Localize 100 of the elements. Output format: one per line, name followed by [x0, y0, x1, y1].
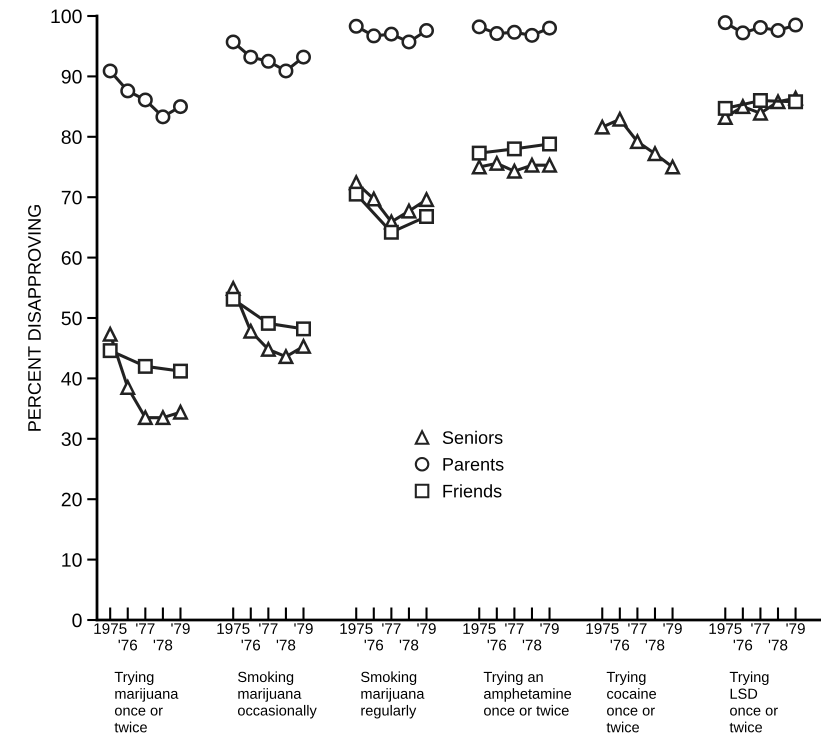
point	[401, 34, 416, 50]
y-tick-label: 90	[62, 70, 82, 84]
x-tick-label: '76	[488, 640, 506, 650]
point	[524, 28, 540, 43]
y-tick-label: 50	[62, 311, 82, 326]
x-tick-label: 1975	[94, 623, 127, 634]
x-tick-label: '76	[610, 640, 630, 650]
text: Smoking marijuana occasionally	[238, 671, 317, 719]
x-tick-label: '77	[136, 623, 155, 634]
x-tick-label: '79	[171, 623, 190, 634]
point	[506, 141, 522, 156]
point	[102, 326, 118, 342]
legend-label: Friends	[443, 484, 502, 498]
point	[788, 18, 804, 33]
x-tick-label: '76	[364, 640, 384, 650]
text: Trying an amphetamine once or twice	[484, 671, 572, 716]
x-tick-label: '79	[786, 623, 805, 634]
point	[155, 109, 170, 124]
point	[138, 92, 153, 108]
y-axis-title: PERCENT DISAPPROVING	[28, 205, 41, 431]
legend-label: Parents	[443, 458, 504, 471]
point	[489, 26, 504, 42]
point	[348, 186, 364, 202]
point	[243, 50, 258, 65]
x-tick-label: 1975	[217, 623, 250, 634]
point	[260, 316, 276, 331]
y-tick-label: 30	[62, 432, 82, 446]
point	[472, 146, 487, 161]
x-tick-label: '79	[663, 623, 682, 634]
point	[296, 338, 311, 354]
x-tick-label: '76	[242, 640, 260, 650]
x-tick-label: 1975	[340, 623, 373, 634]
x-tick-label: 1975	[709, 623, 742, 634]
point	[120, 83, 136, 98]
point	[296, 50, 311, 65]
point	[401, 204, 416, 219]
point	[735, 25, 750, 40]
point	[172, 404, 188, 420]
x-tick-label: '77	[628, 623, 647, 634]
point	[243, 324, 258, 339]
point	[419, 192, 434, 208]
point	[506, 164, 522, 179]
x-tick-label: 1975	[586, 623, 619, 634]
point	[542, 136, 558, 152]
point	[612, 112, 628, 127]
point	[172, 364, 188, 379]
point	[366, 192, 382, 207]
point	[138, 410, 153, 426]
y-tick-label: 0	[72, 613, 82, 628]
point	[278, 349, 294, 364]
x-tick-label: '78	[522, 640, 542, 650]
x-tick-label: '78	[646, 640, 664, 650]
x-tick-label: '76	[734, 640, 752, 650]
point	[102, 343, 118, 358]
point	[542, 20, 558, 36]
x-tick-label: '79	[294, 623, 313, 634]
point	[348, 18, 364, 34]
point	[260, 342, 276, 357]
point	[472, 19, 487, 34]
point	[472, 160, 487, 174]
point	[384, 224, 399, 240]
point	[155, 410, 170, 426]
y-tick-label: 60	[62, 251, 82, 265]
point	[366, 28, 382, 44]
point	[260, 54, 276, 69]
point	[647, 146, 662, 162]
x-tick-label: '79	[417, 623, 436, 634]
point	[752, 93, 768, 108]
x-tick-label: '76	[118, 640, 138, 650]
y-tick-label: 10	[62, 553, 82, 567]
point	[506, 24, 522, 40]
point	[788, 94, 804, 110]
point	[120, 380, 136, 395]
point	[665, 160, 680, 174]
text: Smoking marijuana regularly	[361, 671, 424, 719]
text: Trying LSD once or twice	[730, 671, 778, 732]
text: Trying marijuana once or twice	[114, 671, 178, 732]
point	[172, 99, 188, 114]
x-tick-label: '79	[540, 623, 559, 634]
y-tick-label: 20	[62, 492, 82, 506]
text: Trying cocaine once or twice	[606, 671, 656, 732]
x-tick-label: '77	[259, 623, 278, 634]
x-tick-label: '77	[505, 623, 524, 634]
point	[384, 26, 399, 42]
point	[138, 358, 153, 374]
point	[296, 321, 311, 336]
point	[489, 156, 504, 171]
x-tick-label: 1975	[463, 623, 496, 634]
x-tick-label: '78	[154, 640, 172, 650]
point	[542, 158, 558, 173]
y-tick-label: 80	[62, 130, 82, 144]
x-tick-label: '78	[400, 640, 418, 650]
y-tick-label: 40	[61, 372, 82, 386]
point	[594, 120, 610, 135]
point	[226, 292, 241, 307]
point	[419, 209, 434, 224]
point	[226, 34, 241, 50]
point	[630, 134, 645, 150]
y-tick-label: 70	[62, 190, 82, 204]
point	[524, 158, 540, 173]
